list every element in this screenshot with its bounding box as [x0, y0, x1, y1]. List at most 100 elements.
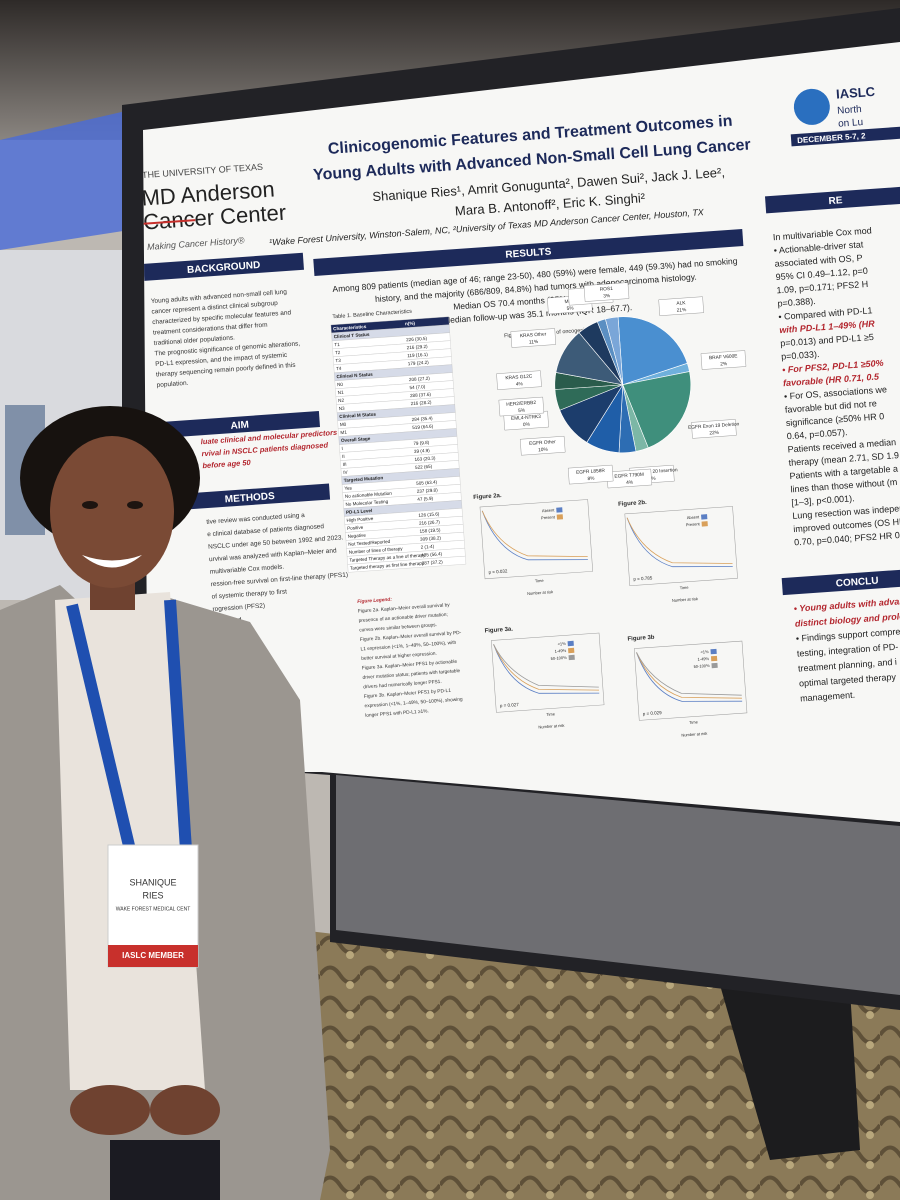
text: p=0.388).: [777, 296, 816, 309]
blue-light: [0, 110, 130, 250]
table-cell: 163 (20.3): [414, 455, 436, 461]
pie-callout: [567, 464, 614, 485]
km-legend: 1-49%: [697, 656, 709, 662]
table-cell: 505 (63.4): [416, 479, 438, 485]
table-cell: 226 (30.5): [406, 336, 428, 342]
conference: on Lu: [838, 117, 864, 130]
table-cell: 287 (37.2): [422, 559, 444, 565]
section-heading: CONCLU: [835, 576, 878, 590]
pie-value-label: 11%: [529, 339, 539, 346]
table-cell: 119 (16.1): [407, 352, 428, 358]
km-legend: Present: [686, 521, 701, 527]
table-cell: 216 (26.7): [419, 519, 441, 525]
table-cell: 208 (27.2): [409, 376, 431, 382]
km-key: [710, 655, 718, 662]
table-cell: I: [341, 446, 343, 451]
text: population.: [156, 380, 188, 389]
pie-value-label: 5%: [518, 408, 526, 415]
text: better survival at higher expression.: [361, 651, 437, 662]
table-cell: 126 (15.6): [418, 511, 440, 517]
table-cell: Targeted Therapy as a line of therapy: [349, 552, 426, 562]
table-cell: T2: [335, 350, 341, 355]
pie-slice: [605, 316, 624, 385]
km-curve: [636, 652, 742, 699]
table-cell: Characteristics: [333, 324, 367, 331]
table-cell: 158 (19.5): [419, 527, 441, 533]
text: curves were similar between groups.: [359, 622, 437, 633]
text: before age 50: [202, 458, 252, 470]
km-key: [568, 654, 575, 661]
km-title: Figure 2a.: [473, 493, 502, 501]
km-key: [556, 507, 563, 513]
table-cell: T1: [334, 342, 340, 347]
section-bar: [313, 229, 744, 276]
table-cell: 284 (35.4): [412, 416, 434, 422]
km-risk: Number at risk: [672, 596, 698, 603]
pie-value-label: 5%: [566, 305, 574, 312]
text: 0.64, p=0.057).: [786, 427, 847, 441]
km-frame: [633, 640, 748, 721]
km-risk: Number at risk: [538, 723, 564, 730]
table-cell: 519 (64.6): [412, 424, 434, 430]
km-axis: Time: [546, 711, 556, 717]
pie-label: EGFR L858R: [576, 468, 606, 476]
badge-band: [108, 945, 198, 967]
table-cell: 54 (7.0): [409, 384, 426, 390]
badge-org: WAKE FOREST MEDICAL CENT: [116, 906, 191, 912]
table-cell: 309 (38.2): [420, 535, 442, 541]
table-cell: M1: [340, 430, 347, 435]
table-caption: Table 1. Baseline Characteristics: [332, 309, 412, 321]
person: SHANIQUE RIES WAKE FOREST MEDICAL CENT I…: [0, 406, 330, 1200]
km-axis: Time: [535, 578, 545, 584]
km-legend: <1%: [700, 649, 709, 655]
table-cell: 39 (4.9): [414, 448, 431, 454]
text: Figure Legend:: [357, 597, 392, 605]
pie-callout: [496, 370, 542, 390]
km-legend: 50-100%: [551, 655, 568, 661]
table-cell: Yes: [344, 485, 353, 491]
km-curve: [493, 644, 600, 691]
km-key: [567, 640, 574, 647]
km-axis: Time: [689, 719, 699, 725]
km-title: Figure 3a.: [484, 627, 513, 635]
table-cell: Clinical T Status: [334, 332, 370, 340]
badge-last: RIES: [142, 890, 163, 900]
section-bar: [169, 483, 331, 511]
section-heading: AIM: [230, 420, 249, 432]
table-cell: 47 (5.9): [417, 496, 434, 502]
table-cell: Clinical M Status: [339, 412, 376, 420]
km-p: p = 0.785: [633, 575, 653, 581]
pie-value-label: 3%: [648, 476, 656, 483]
km-curve: [493, 644, 600, 694]
table-cell: Negative: [348, 533, 367, 539]
section-heading: RESULTS: [505, 247, 552, 261]
table-cell: 2 (1-4): [420, 544, 434, 550]
table-cell: N0: [337, 382, 344, 387]
table-cell: T3: [335, 358, 341, 363]
km-p: p = 0.029: [643, 710, 663, 716]
logo-strike: [143, 219, 196, 225]
pie-value-label: 4%: [626, 479, 634, 486]
pie-callout: [583, 282, 630, 302]
pie-callout: [519, 436, 566, 456]
text: p=0.033).: [781, 349, 820, 362]
badge-member: IASLC MEMBER: [122, 951, 184, 960]
text: drivers had numerically longer PFS1.: [363, 679, 442, 690]
pie-callout: [510, 328, 557, 348]
table-cell: Number of lines of therapy: [349, 546, 404, 555]
table-cell: 288 (37.6): [410, 392, 432, 398]
km-p: p = 0.032: [488, 568, 508, 574]
table-row: [347, 555, 467, 573]
pie-callout: [498, 396, 545, 417]
board-lower: [336, 775, 900, 995]
pie-value-label: 8%: [587, 476, 595, 483]
km-axis: Time: [680, 585, 690, 591]
km-key: [568, 647, 575, 654]
km-curve: [626, 517, 733, 564]
pie-slice: [617, 316, 688, 386]
section-bar: [764, 186, 900, 214]
table-cell: 237 (29.8): [417, 487, 439, 493]
date-bar: [790, 126, 900, 147]
table-cell: 216 (29.2): [407, 344, 429, 350]
